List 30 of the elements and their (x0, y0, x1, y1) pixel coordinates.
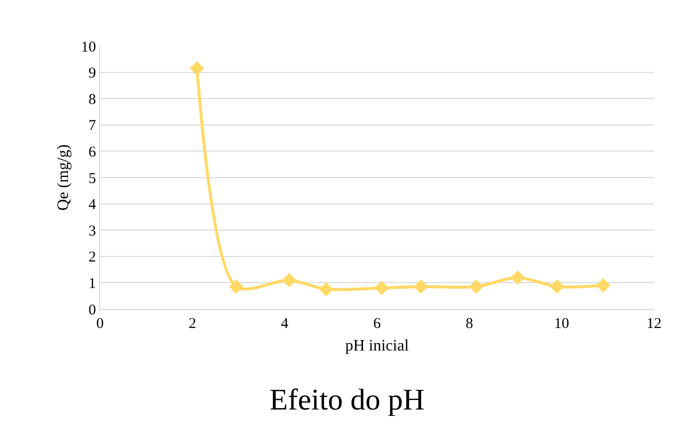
y-tick-label: 6 (88, 144, 96, 160)
x-tick-label: 6 (373, 316, 382, 332)
point (190, 61, 204, 76)
y-tick-label: 9 (88, 66, 96, 82)
y-tick-label: 3 (88, 223, 96, 240)
point (596, 278, 610, 292)
point (229, 280, 244, 294)
x-axis-title: pH inicial (345, 338, 410, 355)
x-tick-label: 2 (188, 316, 196, 332)
y-tick-label: 4 (88, 197, 96, 214)
text: Efeito do pH (270, 383, 424, 416)
y-tick-label: 1 (88, 276, 96, 292)
y-axis-title: Qe (mg/g) (54, 144, 72, 211)
y-tick-label: 0 (88, 302, 96, 318)
point (510, 270, 525, 285)
x-tick-label: 4 (280, 316, 289, 332)
y-tick-label: 8 (88, 92, 96, 108)
point (414, 280, 428, 294)
y-tick-label: 2 (88, 250, 96, 266)
point (469, 280, 484, 294)
x-tick-label: 12 (646, 316, 662, 332)
point (319, 282, 334, 296)
x-tick-label: 8 (466, 316, 474, 332)
y-tick-label: 5 (88, 170, 96, 187)
y-tick-label: 7 (88, 118, 96, 134)
y-tick-label: 10 (81, 39, 96, 56)
point (550, 280, 564, 294)
point (374, 280, 389, 296)
x-tick-label: 10 (554, 316, 570, 332)
point (282, 272, 296, 288)
